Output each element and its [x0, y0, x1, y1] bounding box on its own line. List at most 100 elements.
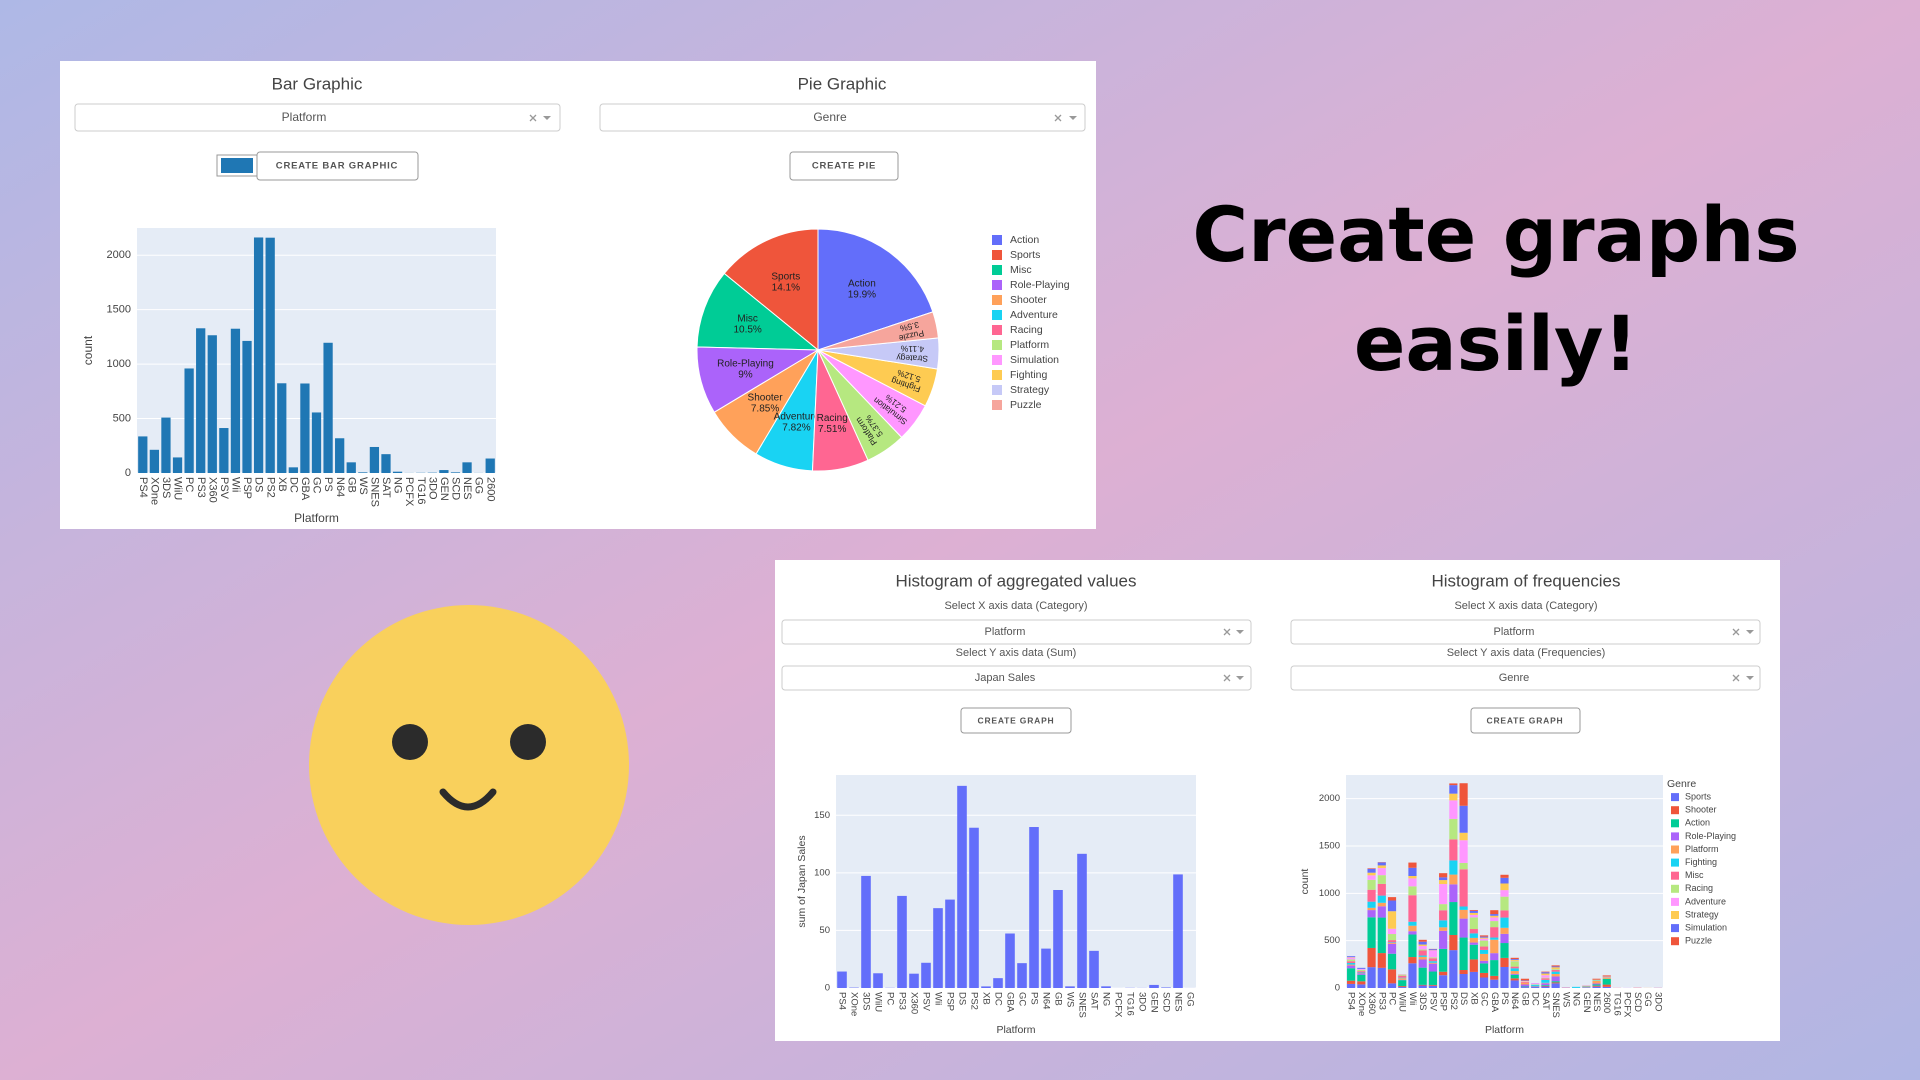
x-tick-label: PC [1387, 992, 1398, 1005]
dropdown-value: Genre [1499, 672, 1530, 684]
bar-segment [1408, 862, 1417, 868]
prompt: Select X axis data (Category) [944, 600, 1087, 612]
bar-segment [1449, 839, 1458, 861]
bar-segment [1541, 985, 1550, 986]
pie-slice [817, 228, 934, 351]
dropdown[interactable]: Genre [599, 103, 1086, 132]
bar-segment [1439, 873, 1448, 878]
slice-name: Action [848, 278, 876, 289]
bar-segment [1428, 985, 1438, 988]
panel-title: Histogram of frequencies [1432, 571, 1621, 590]
bar-segment [1377, 953, 1386, 968]
legend-label: Role-Playing [1010, 279, 1070, 291]
bar-segment [1449, 934, 1458, 951]
bar-segment [1459, 869, 1468, 907]
dropdown[interactable]: Japan Sales [781, 665, 1252, 691]
bar-segment [1357, 969, 1366, 972]
bar [921, 962, 931, 988]
x-axis-label: Platform [294, 511, 339, 525]
button[interactable]: CREATE PIE [789, 151, 899, 181]
bar-segment [1428, 962, 1438, 964]
bar-segment [1387, 942, 1397, 943]
bar-segment [1357, 984, 1366, 988]
bar-segment [1490, 921, 1499, 928]
bar-segment [1490, 937, 1499, 940]
bar-segment [1408, 925, 1417, 932]
bar [993, 978, 1003, 988]
panel-title: Bar Graphic [272, 74, 363, 93]
dropdown[interactable]: Platform [781, 619, 1252, 645]
bar-segment [1541, 979, 1550, 983]
button[interactable]: CREATE BAR GRAPHIC [256, 151, 419, 181]
bar-segment [1469, 933, 1478, 938]
y-tick-label: 0 [1335, 983, 1340, 994]
bar-segment [1479, 935, 1489, 937]
bar-segment [1490, 975, 1499, 980]
bar-segment [1439, 884, 1448, 905]
x-tick-label: PS4 [1346, 992, 1357, 1010]
bar-segment [1459, 862, 1468, 870]
bar-segment [1367, 875, 1376, 880]
slice-label: Strategy4.11% [895, 343, 928, 363]
bar-segment [1500, 917, 1509, 928]
legend-swatch [1671, 793, 1679, 802]
bar-segment [1551, 973, 1560, 977]
bar-segment [1510, 968, 1519, 972]
bar-segment [1469, 917, 1478, 930]
bar-segment [1408, 931, 1417, 935]
button[interactable]: CREATE GRAPH [960, 707, 1072, 734]
dropdown-value: Platform [1494, 626, 1535, 638]
legend-swatch [1671, 897, 1679, 906]
bar-segment [1387, 983, 1397, 988]
bar-segment [1541, 973, 1550, 976]
bar-segment [1469, 942, 1478, 945]
prompt: Select Y axis data (Frequencies) [1447, 647, 1606, 659]
bar [369, 446, 380, 473]
x-tick-label: XOne [148, 477, 160, 505]
bar-segment [1377, 883, 1386, 896]
x-tick-label: 3DS [860, 992, 871, 1010]
bar [1005, 933, 1015, 988]
x-tick-label: SAT [380, 477, 392, 498]
bar-segment [1408, 878, 1417, 887]
bar-segment [1418, 967, 1427, 985]
bar-segment [1592, 985, 1601, 987]
bar-segment [1500, 890, 1509, 897]
bar-segment [1541, 983, 1550, 986]
bar [837, 971, 847, 988]
dropdown[interactable]: Genre [1290, 665, 1761, 691]
x-tick-label: DC [992, 992, 1003, 1006]
x-axis-label: Platform [996, 1024, 1035, 1036]
bar-segment [1367, 910, 1376, 918]
bar [1101, 986, 1111, 988]
bar-segment [1469, 912, 1478, 915]
bar [230, 328, 241, 473]
bar-segment [1377, 902, 1386, 907]
slice-name: Role-Playing [717, 358, 774, 369]
bar-segment [1479, 977, 1489, 988]
x-tick-label: PS2 [968, 992, 979, 1010]
x-tick-label: PS [1499, 992, 1510, 1005]
x-tick-label: PCFX [403, 477, 415, 507]
bar-segment [1602, 984, 1611, 987]
button[interactable]: CREATE GRAPH [1470, 707, 1581, 734]
bar-segment [1510, 959, 1519, 960]
dropdown[interactable]: Platform [74, 103, 561, 132]
dropdown-value: Genre [813, 110, 847, 124]
legend-swatch [992, 295, 1002, 305]
x-tick-label: PSP [241, 477, 253, 499]
bar-segment [1418, 945, 1427, 950]
bar-segment [1387, 911, 1397, 929]
dropdown[interactable]: Platform [1290, 619, 1761, 645]
legend-label: Misc [1010, 264, 1032, 276]
bar-segment [1357, 972, 1366, 974]
bar-segment [1377, 875, 1386, 884]
x-tick-label: WiiU [1397, 992, 1408, 1012]
bar-segment [1510, 957, 1519, 960]
bar-segment [1418, 949, 1427, 951]
x-tick-label: 3DO [1652, 992, 1663, 1012]
bar [138, 436, 148, 473]
slice-label: Puzzle3.5% [896, 319, 925, 343]
